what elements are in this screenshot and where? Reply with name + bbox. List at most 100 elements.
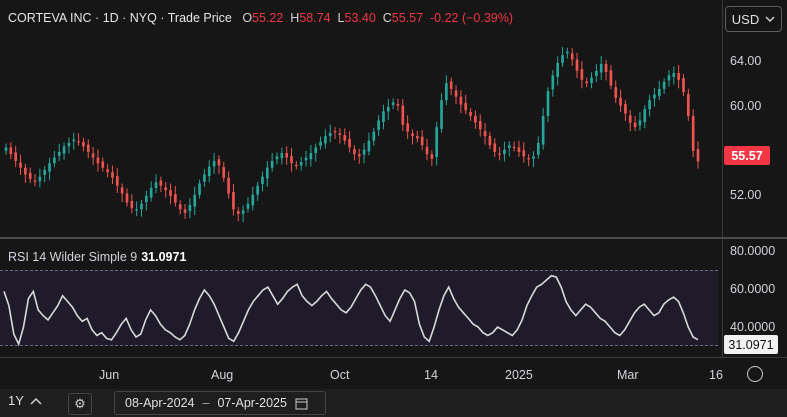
candle-body <box>343 135 347 141</box>
candlestick-plot[interactable] <box>0 0 722 237</box>
low-value: 53.40 <box>344 11 376 25</box>
candle-body <box>430 154 434 159</box>
date-range-picker[interactable]: 08-Apr-2024 – 07-Apr-2025 <box>114 391 326 415</box>
candle-body <box>53 157 56 164</box>
candle-body <box>256 185 259 195</box>
candle-body <box>624 104 627 114</box>
candle-body <box>265 167 269 179</box>
candle-body <box>145 195 148 203</box>
candle-body <box>275 156 279 160</box>
time-tick-16: 16 <box>709 368 723 382</box>
bottom-toolbar <box>0 389 787 417</box>
candle-body <box>464 102 468 111</box>
candle-body <box>512 146 516 149</box>
candle-body <box>270 160 274 168</box>
candle-body <box>154 182 158 188</box>
candle-body <box>609 70 613 86</box>
candle-body <box>493 143 497 152</box>
candle-body <box>77 141 80 143</box>
candle-body <box>227 177 230 194</box>
close-label: C <box>382 11 392 25</box>
candle-body <box>648 100 651 110</box>
candle-body <box>246 203 250 209</box>
candle-body <box>24 167 27 175</box>
candle-body <box>672 73 676 78</box>
calendar-icon <box>295 398 308 409</box>
candle-body <box>135 209 138 211</box>
candle-body <box>91 153 95 158</box>
rsi-value: 31.0971 <box>141 250 187 264</box>
candle-body <box>382 111 385 123</box>
currency-button[interactable]: USD <box>725 6 782 32</box>
price-chart-pane[interactable] <box>0 0 722 237</box>
candle-body <box>299 162 303 166</box>
candle-body <box>290 155 293 164</box>
candle-body <box>435 127 439 157</box>
rsi-lower-level <box>0 345 718 346</box>
candle-body <box>174 194 177 203</box>
rsi-plot <box>3 274 699 347</box>
candle-body <box>33 180 37 182</box>
candle-body <box>503 149 506 155</box>
candle-body <box>575 59 579 71</box>
date-to: 07-Apr-2025 <box>217 396 287 410</box>
candle-body <box>86 144 90 152</box>
candle-body <box>14 152 18 161</box>
candle-body <box>164 187 168 191</box>
candle-body <box>120 187 124 194</box>
range-label: 1Y <box>8 393 24 408</box>
time-tick-mar: Mar <box>617 368 639 382</box>
candle-body <box>357 154 361 157</box>
candle-body <box>425 146 429 155</box>
candle-body <box>19 162 22 168</box>
candle-body <box>324 136 327 144</box>
candle-body <box>662 82 666 89</box>
candle-body <box>595 70 598 76</box>
candle-body <box>251 194 255 206</box>
range-button[interactable]: 1Y <box>8 393 42 408</box>
candle-body <box>604 64 608 72</box>
candle-body <box>556 62 559 78</box>
rsi-pane[interactable] <box>0 239 722 357</box>
candle-body <box>619 97 622 106</box>
candle-body <box>691 115 695 151</box>
gear-icon[interactable]: ⚙ <box>68 393 92 415</box>
candle-body <box>333 131 337 133</box>
candle-body <box>111 172 114 178</box>
candle-body <box>498 153 501 155</box>
time-axis[interactable] <box>0 357 787 386</box>
candle-body <box>198 183 201 195</box>
candle-body <box>628 115 632 123</box>
high-label: H <box>290 11 300 25</box>
candle-body <box>686 93 690 116</box>
candle-body <box>319 141 322 146</box>
time-tick-14: 14 <box>424 368 438 382</box>
candle-body <box>183 209 187 213</box>
candle-body <box>48 163 51 172</box>
candle-body <box>367 140 371 152</box>
candle-body <box>261 176 264 185</box>
currency-label: USD <box>731 11 760 27</box>
candle-body <box>653 94 656 99</box>
candle-body <box>178 204 182 210</box>
candle-body <box>541 115 545 145</box>
change-value: -0.22 (−0.39%) <box>430 11 514 25</box>
candle-body <box>570 53 574 60</box>
candle-body <box>348 138 351 148</box>
candle-body <box>532 156 535 159</box>
rsi-tick-40: 40.0000 <box>730 320 776 334</box>
candle-body <box>106 169 109 173</box>
candle-body <box>643 109 647 123</box>
candle-body <box>483 131 487 137</box>
candle-body <box>9 147 13 155</box>
rsi-band <box>0 270 718 346</box>
candle-body <box>488 136 492 146</box>
date-from: 08-Apr-2024 <box>125 396 195 410</box>
candle-body <box>527 158 530 160</box>
rsi-last-value-tag: 31.0971 <box>724 335 778 354</box>
candle-body <box>236 211 240 214</box>
candle-body <box>474 115 477 123</box>
price-axis[interactable] <box>722 0 787 357</box>
candle-body <box>353 149 356 155</box>
pane-divider[interactable] <box>0 237 787 239</box>
